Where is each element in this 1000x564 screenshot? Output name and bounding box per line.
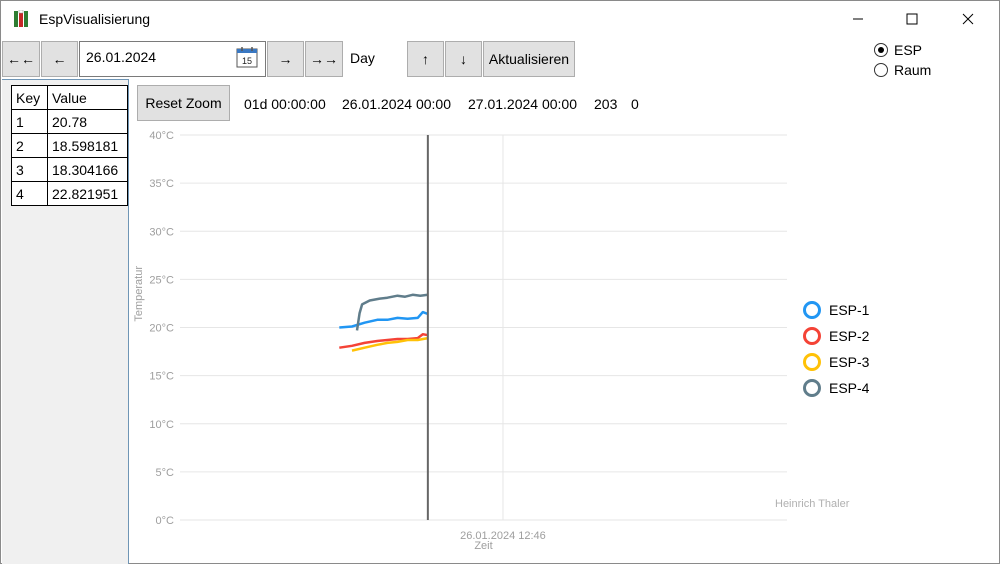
series-line-esp-1 <box>339 310 429 329</box>
range-end-text: 27.01.2024 00:00 <box>468 96 577 112</box>
minimize-icon <box>853 18 863 20</box>
legend-marker-icon <box>803 353 821 371</box>
cell-value[interactable]: 22.821951 <box>47 181 128 206</box>
column-header-key[interactable]: Key <box>11 85 48 110</box>
chart-legend: ESP-1 ESP-2 ESP-3 ESP-4 <box>803 297 869 401</box>
table-row[interactable]: 1 20.78 <box>11 109 128 134</box>
cell-key[interactable]: 1 <box>11 109 48 134</box>
window-title: EspVisualisierung <box>39 11 151 27</box>
cell-value[interactable]: 18.598181 <box>47 133 128 158</box>
temperature-chart[interactable]: 0°C 5°C 10°C 15°C 20°C 25°C 30°C 35°C 40°C 26.01.… <box>130 123 870 564</box>
date-picker[interactable]: 26.01.2024 15 <box>79 41 266 77</box>
app-logo-icon <box>14 10 28 27</box>
cell-key[interactable]: 4 <box>11 181 48 206</box>
radio-esp-indicator[interactable] <box>874 43 888 57</box>
x-axis-title: Zeit <box>474 540 492 552</box>
radio-raum-indicator[interactable] <box>874 63 888 77</box>
table-header-row: Key Value <box>11 85 128 110</box>
legend-marker-icon <box>803 379 821 397</box>
values-table: Key Value 1 20.78 2 18.598181 3 18.30416… <box>11 85 128 206</box>
cell-key[interactable]: 2 <box>11 133 48 158</box>
y-tick-label: 25°C <box>149 274 174 286</box>
series-line-esp-2 <box>339 332 429 349</box>
y-tick-label: 40°C <box>149 130 174 142</box>
maximize-button[interactable] <box>889 1 935 37</box>
legend-item[interactable]: ESP-1 <box>803 297 869 323</box>
legend-label: ESP-1 <box>829 302 870 318</box>
title-bar: EspVisualisierung <box>1 1 999 37</box>
y-tick-label: 5°C <box>156 467 175 479</box>
radio-esp-label: ESP <box>894 42 923 58</box>
calendar-icon[interactable]: 15 <box>236 46 258 68</box>
x-tick-label: 26.01.2024 12:46 <box>460 530 546 542</box>
legend-marker-icon <box>803 301 821 319</box>
table-row[interactable]: 2 18.598181 <box>11 133 128 158</box>
radio-raum-label: Raum <box>894 62 932 78</box>
table-row[interactable]: 4 22.821951 <box>11 181 128 206</box>
extra-count-text: 0 <box>631 96 639 112</box>
cell-value[interactable]: 18.304166 <box>47 157 128 182</box>
series-line-esp-3 <box>351 336 429 352</box>
legend-item[interactable]: ESP-4 <box>803 375 869 401</box>
legend-label: ESP-4 <box>829 380 870 396</box>
maximize-icon <box>906 13 918 25</box>
legend-label: ESP-3 <box>829 354 870 370</box>
point-count-text: 203 <box>594 96 618 112</box>
refresh-button[interactable]: Aktualisieren <box>483 41 575 77</box>
y-axis-title: Temperatur <box>133 266 145 322</box>
range-start-text: 26.01.2024 00:00 <box>342 96 451 112</box>
period-mode-label[interactable]: Day <box>350 50 375 66</box>
cell-value[interactable]: 20.78 <box>47 109 128 134</box>
cell-key[interactable]: 3 <box>11 157 48 182</box>
legend-item[interactable]: ESP-2 <box>803 323 869 349</box>
y-tick-label: 20°C <box>149 323 174 335</box>
period-up-button[interactable]: ↑ <box>407 41 444 77</box>
values-panel: Key Value 1 20.78 2 18.598181 3 18.30416… <box>2 79 129 564</box>
table-row[interactable]: 3 18.304166 <box>11 157 128 182</box>
close-button[interactable] <box>945 1 991 37</box>
series-line-esp-4 <box>355 293 429 331</box>
y-tick-label: 35°C <box>149 178 174 190</box>
column-header-value[interactable]: Value <box>47 85 128 110</box>
next-period-button[interactable]: → <box>267 41 304 77</box>
close-icon <box>962 13 974 25</box>
y-tick-label: 0°C <box>156 515 175 527</box>
minimize-button[interactable] <box>835 1 881 37</box>
legend-marker-icon <box>803 327 821 345</box>
y-tick-label: 15°C <box>149 371 174 383</box>
author-watermark: Heinrich Thaler <box>775 498 850 510</box>
period-down-button[interactable]: ↓ <box>445 41 482 77</box>
reset-zoom-button[interactable]: Reset Zoom <box>137 85 230 121</box>
y-tick-label: 10°C <box>149 419 174 431</box>
date-input[interactable]: 26.01.2024 <box>86 49 157 65</box>
first-period-button[interactable]: ←← <box>2 41 40 77</box>
radio-raum[interactable]: Raum <box>874 62 931 78</box>
y-tick-label: 30°C <box>149 226 174 238</box>
legend-label: ESP-2 <box>829 328 870 344</box>
legend-item[interactable]: ESP-3 <box>803 349 869 375</box>
calendar-day-number: 15 <box>242 56 252 66</box>
radio-esp[interactable]: ESP <box>874 42 922 58</box>
previous-period-button[interactable]: ← <box>41 41 78 77</box>
duration-text: 01d 00:00:00 <box>244 96 326 112</box>
last-period-button[interactable]: →→ <box>305 41 343 77</box>
